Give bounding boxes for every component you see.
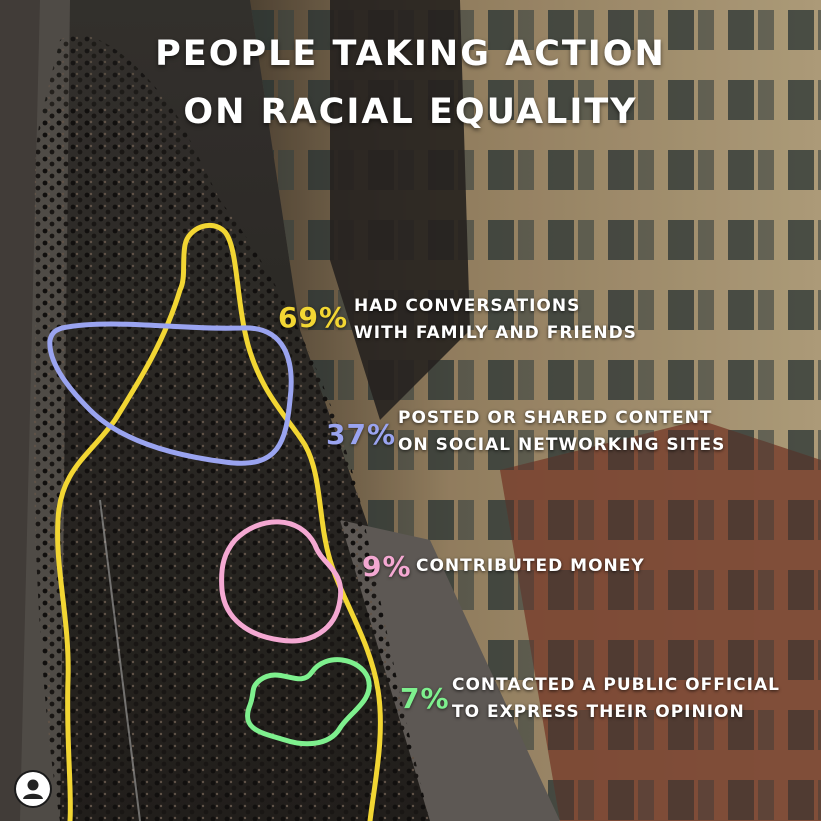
outline-conversations (55, 222, 383, 821)
stat-label-line: WITH FAMILY AND FRIENDS (354, 323, 637, 343)
stat-value-conversations: 69% (278, 301, 349, 334)
stat-value-money: 9% (362, 550, 412, 583)
outline-money (219, 519, 344, 644)
stat-label-line: ON SOCIAL NETWORKING SITES (398, 435, 726, 455)
stat-label-line: CONTRIBUTED MONEY (416, 556, 645, 576)
stat-label-social: POSTED OR SHARED CONTENT ON SOCIAL NETWO… (398, 405, 725, 459)
stat-label-line: CONTACTED A PUBLIC OFFICIAL (452, 675, 780, 695)
stat-label-line: HAD CONVERSATIONS (354, 296, 581, 316)
outline-social (47, 321, 294, 466)
outline-official (245, 657, 372, 747)
stat-value-official: 7% (400, 682, 450, 715)
title-line-2: ON RACIAL EQUALITY (183, 92, 638, 132)
profile-avatar-button[interactable] (16, 772, 50, 806)
stat-label-money: CONTRIBUTED MONEY (416, 553, 645, 580)
stat-label-conversations: HAD CONVERSATIONS WITH FAMILY AND FRIEND… (354, 293, 637, 347)
stat-label-official: CONTACTED A PUBLIC OFFICIAL TO EXPRESS T… (452, 672, 780, 726)
title-line-1: PEOPLE TAKING ACTION (155, 34, 666, 74)
stat-label-line: POSTED OR SHARED CONTENT (398, 408, 713, 428)
user-avatar-icon (23, 779, 43, 799)
stat-label-line: TO EXPRESS THEIR OPINION (452, 702, 745, 722)
stat-value-social: 37% (326, 418, 397, 451)
